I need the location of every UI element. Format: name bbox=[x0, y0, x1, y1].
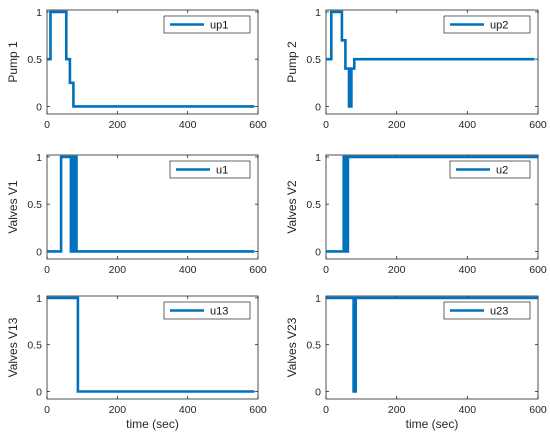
x-tick-label: 600 bbox=[249, 119, 267, 131]
x-tick-label: 600 bbox=[529, 119, 547, 131]
chart-panel: 0 200 400 600 0 0.5 1 Valves V1 u1 bbox=[6, 152, 267, 276]
x-tick-label: 0 bbox=[44, 404, 50, 416]
axes-box bbox=[325, 154, 539, 260]
x-tick-label: 400 bbox=[459, 404, 477, 416]
x-tick-label: 200 bbox=[388, 404, 406, 416]
series-line bbox=[47, 296, 255, 393]
chart-panel: 0 200 400 600 0 0.5 1 Pump 1 up1 bbox=[6, 7, 267, 131]
x-tick-label: 600 bbox=[249, 264, 267, 276]
legend-box bbox=[163, 301, 251, 320]
x-axis-label: time (sec) bbox=[406, 417, 459, 431]
y-axis-label: Valves V2 bbox=[285, 180, 299, 233]
y-tick-label: 0 bbox=[315, 246, 321, 258]
y-axis-label: Pump 1 bbox=[6, 41, 20, 83]
y-tick-label: 0.5 bbox=[306, 199, 321, 211]
x-tick-label: 600 bbox=[529, 264, 547, 276]
y-tick-label: 1 bbox=[36, 152, 42, 164]
x-tick-label: 200 bbox=[109, 264, 127, 276]
y-tick-label: 0 bbox=[315, 387, 321, 399]
y-tick-label: 0 bbox=[36, 246, 42, 258]
x-tick-label: 0 bbox=[44, 264, 50, 276]
axes-box bbox=[46, 9, 259, 115]
legend-label: up1 bbox=[210, 20, 228, 32]
x-tick-label: 600 bbox=[529, 404, 547, 416]
legend-label: u1 bbox=[216, 165, 228, 177]
y-tick-label: 0 bbox=[315, 101, 321, 113]
y-tick-label: 0 bbox=[36, 101, 42, 113]
y-tick-label: 0.5 bbox=[27, 340, 42, 352]
x-tick-label: 0 bbox=[323, 119, 329, 131]
x-tick-label: 400 bbox=[459, 119, 477, 131]
x-tick-label: 0 bbox=[44, 119, 50, 131]
y-tick-label: 1 bbox=[315, 7, 321, 19]
x-tick-label: 200 bbox=[109, 404, 127, 416]
x-tick-label: 200 bbox=[388, 119, 406, 131]
series-line bbox=[326, 296, 538, 393]
y-axis-label: Valves V23 bbox=[285, 317, 299, 377]
legend-label: u13 bbox=[210, 306, 228, 318]
y-tick-label: 0 bbox=[36, 387, 42, 399]
legend-box bbox=[443, 15, 531, 34]
x-tick-label: 0 bbox=[323, 264, 329, 276]
legend-label: up2 bbox=[490, 20, 508, 32]
legend-box bbox=[163, 15, 251, 34]
y-tick-label: 1 bbox=[36, 7, 42, 19]
series-line bbox=[47, 10, 255, 108]
y-tick-label: 0.5 bbox=[27, 54, 42, 66]
y-axis-label: Pump 2 bbox=[285, 41, 299, 83]
x-tick-label: 0 bbox=[323, 404, 329, 416]
y-tick-label: 0.5 bbox=[306, 54, 321, 66]
y-tick-label: 0.5 bbox=[306, 340, 321, 352]
y-axis-label: Valves V13 bbox=[6, 317, 20, 377]
chart-panel: 0 200 400 600 0 0.5 1 Pump 2 up2 bbox=[285, 7, 547, 131]
x-tick-label: 400 bbox=[459, 264, 477, 276]
x-tick-label: 600 bbox=[249, 404, 267, 416]
chart-panel: 0 200 400 600 0 0.5 1 Valves V2 u2 bbox=[285, 152, 547, 276]
axes-box bbox=[46, 295, 259, 400]
axes-box bbox=[325, 9, 539, 115]
y-tick-label: 1 bbox=[315, 152, 321, 164]
x-tick-label: 400 bbox=[179, 119, 197, 131]
y-tick-label: 1 bbox=[36, 293, 42, 305]
x-tick-label: 400 bbox=[179, 264, 197, 276]
series-line bbox=[47, 155, 255, 253]
chart-panel: 0 200 400 600 0 0.5 1 Valves V13 time (sec) u13 bbox=[6, 293, 267, 431]
legend-box bbox=[443, 301, 531, 320]
legend-label: u23 bbox=[490, 306, 508, 318]
series-line bbox=[326, 155, 538, 253]
x-tick-label: 200 bbox=[388, 264, 406, 276]
x-tick-label: 200 bbox=[109, 119, 127, 131]
axes-box bbox=[325, 295, 539, 400]
series-line bbox=[326, 10, 535, 108]
x-tick-label: 400 bbox=[179, 404, 197, 416]
y-tick-label: 1 bbox=[315, 293, 321, 305]
y-tick-label: 0.5 bbox=[27, 199, 42, 211]
legend-label: u2 bbox=[496, 165, 508, 177]
y-axis-label: Valves V1 bbox=[6, 180, 20, 233]
axes-box bbox=[46, 154, 259, 260]
x-axis-label: time (sec) bbox=[126, 417, 179, 431]
chart-panel: 0 200 400 600 0 0.5 1 Valves V23 time (sec) u23 bbox=[285, 293, 547, 431]
